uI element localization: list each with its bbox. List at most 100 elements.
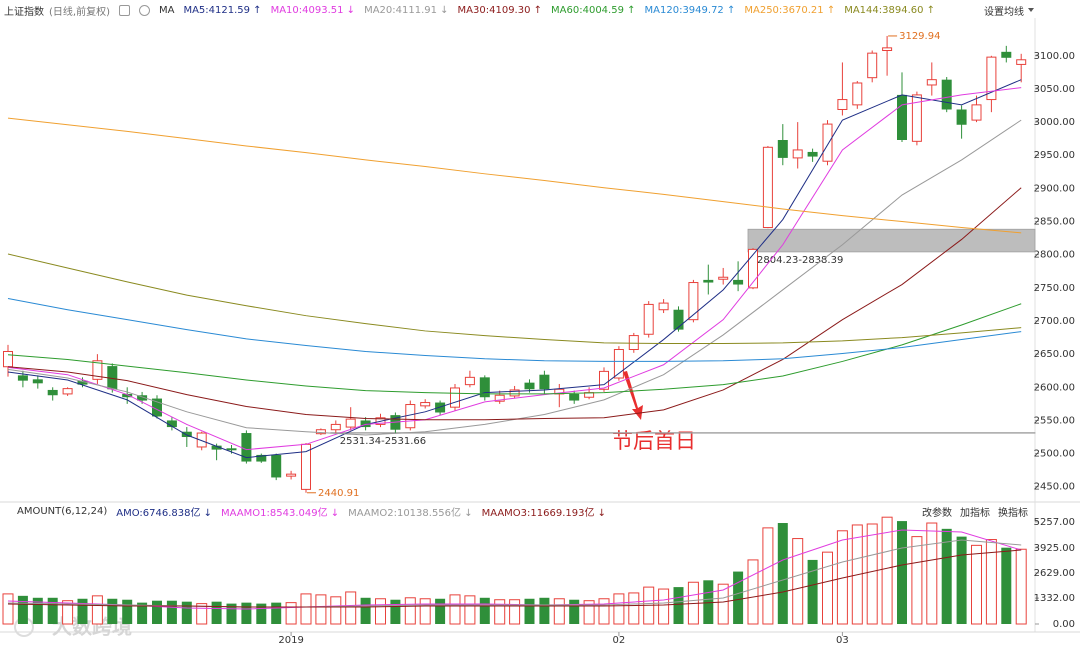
candle-body [524,382,535,390]
candle-body [897,94,907,140]
candle-body [107,366,118,390]
candle-body [837,99,848,111]
volume-bar [77,598,88,624]
candle-body [867,52,878,79]
volume-bar [479,597,490,624]
y-tick-label: 3050.00 [1034,84,1075,95]
candle-body [658,302,669,311]
legend: MA5:4121.59 ↑ MA10:4093.51 ↓ MA20:4111.91 … [183,5,935,16]
candle-body [62,388,73,395]
x-tick-label: 2019 [278,635,303,646]
toolbar: 改参数 加指标 换指标 [922,504,1028,519]
help-icon[interactable] [118,4,130,16]
volume-bar [897,521,907,624]
legend-item: MA30:4109.30 ↑ [457,4,543,16]
candle-body [807,151,818,157]
tool-button[interactable]: 改参数 [922,507,952,519]
volume-bar [300,593,312,625]
volume-bar [32,597,43,624]
volume-bar [435,598,446,624]
volume-bar [762,527,774,625]
ma-line [7,79,1022,459]
candle-body [256,454,267,462]
ma-line [7,187,1022,421]
candle-body [792,149,803,159]
candle-body [911,94,922,142]
settings-button[interactable]: 设置均线 [984,2,1034,18]
volume-bar [91,595,103,625]
candle-body [748,248,758,289]
volume-bar [926,522,938,625]
y-tick-label: 2750.00 [1034,283,1075,294]
candle-body [152,398,162,417]
volume-bar [524,598,535,624]
extreme-label: 3129.94 [899,31,940,42]
zone-label: 2804.23-2838.39 [757,255,843,266]
candle-body [926,79,937,86]
legend-item: MA120:3949.72 ↑ [644,4,736,16]
volume-bar [181,601,192,624]
candle-body [688,282,699,321]
y-tick-label: 2900.00 [1034,183,1075,194]
volume-bar [390,599,401,624]
candle-body [822,123,833,162]
ma-line [7,87,1022,451]
indicator-name: MA [158,4,175,16]
volume-bar [1001,547,1012,624]
zone-label: 2531.34-2531.66 [340,436,426,447]
tool-button[interactable]: 换指标 [998,507,1028,519]
chart-title: 上证指数 [4,6,44,18]
volume-bar [241,602,252,624]
x-tick-label: 02 [613,635,626,646]
volume-bar [211,601,222,624]
volume-bar [971,544,982,625]
candle-body [643,303,654,335]
volume-bar [911,536,923,625]
candle-body [360,420,371,428]
candle-body [32,379,43,384]
volume-bar [256,603,267,624]
volume-bar [62,600,74,625]
volume-header: AMOUNT(6,12,24) AMO:6746.838亿 ↓ MAAMO1:8… [17,504,606,519]
candle-body [166,420,177,428]
volume-bar [226,603,237,624]
candle-body [539,374,550,390]
volume-bar [703,580,714,624]
volume-bar [792,538,804,625]
volume-bar [866,523,878,625]
settings-icon[interactable] [138,4,150,16]
y-tick-label: 2800.00 [1034,250,1075,261]
candle-body [92,360,103,380]
ma-line [7,297,1022,362]
legend-item: MA10:4093.51 ↓ [270,4,356,16]
callout-arrow [623,371,643,420]
volume-bar [628,592,640,625]
volume-bar [375,598,386,625]
volume-bar [881,516,893,625]
volume-bar [464,595,476,625]
volume-bar [509,599,521,625]
volume-bar [985,539,997,625]
candle-body [17,375,28,381]
candle-body [628,335,639,351]
candle-body [330,423,341,431]
y-tick-label: 2500.00 [1034,449,1075,460]
y-tick-label: 1332.00 [1034,593,1075,604]
candle-body [479,377,490,398]
volume-bar [583,600,595,625]
dropdown-caret[interactable] [1028,8,1034,12]
volume-bar [941,528,952,624]
candle-body [345,418,356,428]
candle-body [762,146,773,229]
volume-bar [315,594,327,625]
settings-label[interactable]: 设置均线 [984,6,1024,18]
volume-bar [598,598,610,625]
candle-body [181,431,192,438]
y-tick-label: 5257.00 [1034,517,1075,528]
y-tick-label: 2450.00 [1034,482,1075,493]
tool-button[interactable]: 加指标 [960,507,990,519]
candle-body [703,279,714,283]
legend-item: MAAMO2:10138.556亿 ↓ [348,507,473,519]
volume-bar [569,599,580,624]
extreme-label: 2440.91 [318,488,359,499]
